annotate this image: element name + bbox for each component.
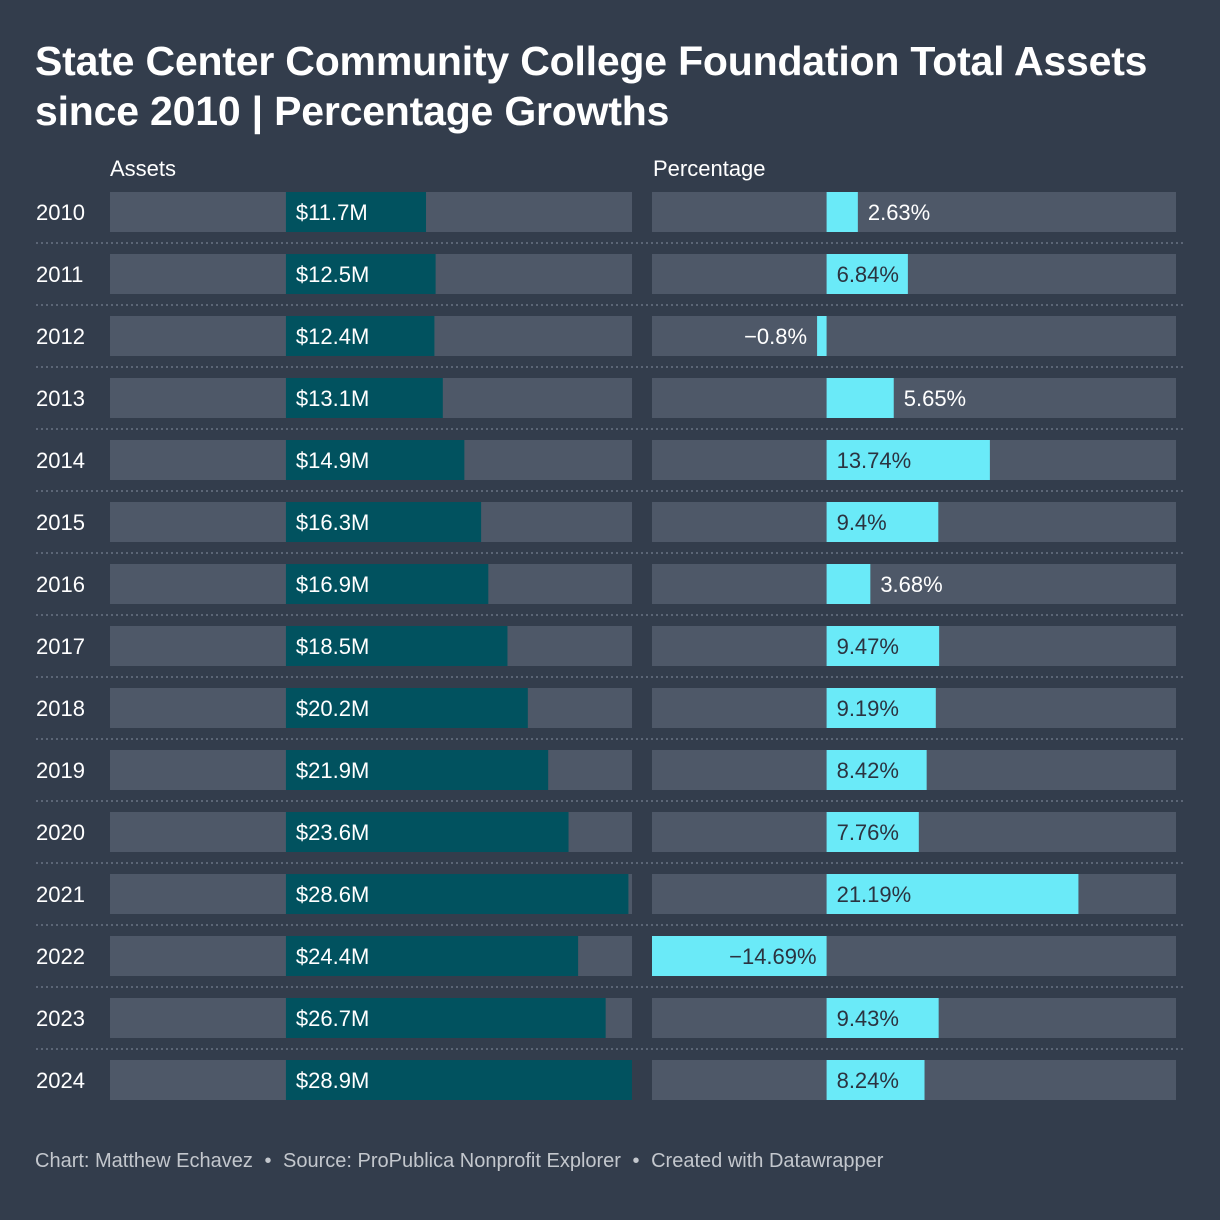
percentage-value-label: 5.65% [904, 386, 966, 411]
year-label: 2018 [36, 696, 85, 721]
assets-value-label: $26.7M [296, 1006, 369, 1031]
assets-bar [285, 626, 508, 666]
year-label: 2023 [36, 1006, 85, 1031]
footer-separator-1: • [264, 1150, 272, 1172]
year-label: 2010 [36, 200, 85, 225]
percentage-value-label: 9.43% [837, 1006, 899, 1031]
assets-bar [285, 812, 569, 852]
percentage-track [652, 254, 1176, 294]
assets-value-label: $16.3M [296, 510, 369, 535]
year-label: 2021 [36, 882, 85, 907]
percentage-value-label: 9.19% [837, 696, 899, 721]
assets-value-label: $16.9M [296, 572, 369, 597]
percentage-bar [826, 688, 936, 728]
year-label: 2024 [36, 1068, 85, 1093]
assets-bar [285, 316, 435, 356]
percentage-value-label: 13.74% [837, 448, 912, 473]
assets-value-label: $14.9M [296, 448, 369, 473]
bar-chart: 2010 $11.7M 2.63% 2011 $12.5M 6.84% 2012 $12.4M… [36, 192, 1184, 1100]
percentage-bar [826, 254, 908, 294]
percentage-bar [826, 502, 939, 542]
year-label: 2020 [36, 820, 85, 845]
year-label: 2022 [36, 944, 85, 969]
chart-footer: Chart: Matthew Echavez • Source: ProPubl… [35, 1150, 883, 1173]
percentage-bar [826, 998, 939, 1038]
assets-value-label: $12.5M [296, 262, 369, 287]
assets-value-label: $13.1M [296, 386, 369, 411]
assets-column-header: Assets [110, 156, 177, 181]
percentage-track [652, 192, 1176, 232]
percentage-value-label: 6.84% [837, 262, 899, 287]
percentage-bar [826, 564, 871, 604]
percentage-bar [826, 874, 1079, 914]
footer-separator-2: • [632, 1150, 640, 1172]
footer-source: Source: ProPublica Nonprofit Explorer [283, 1150, 621, 1172]
percentage-bar [826, 192, 858, 232]
year-label: 2012 [36, 324, 85, 349]
assets-bar [285, 440, 465, 480]
assets-bar [285, 936, 579, 976]
assets-bar [285, 688, 528, 728]
assets-bar [285, 254, 436, 294]
percentage-track [652, 378, 1176, 418]
assets-bar [285, 564, 489, 604]
percentage-value-label: 9.47% [837, 634, 899, 659]
assets-value-label: $21.9M [296, 758, 369, 783]
percentage-track [652, 316, 1176, 356]
assets-value-label: $23.6M [296, 820, 369, 845]
assets-value-label: $11.7M [296, 200, 368, 225]
assets-value-label: $20.2M [296, 696, 369, 721]
percentage-value-label: 9.4% [837, 510, 887, 535]
percentage-track [652, 564, 1176, 604]
assets-bar [285, 378, 443, 418]
assets-bar [285, 874, 629, 914]
percentage-bar [826, 750, 927, 790]
percentage-bar [826, 626, 940, 666]
percentage-value-label: −14.69% [729, 944, 816, 969]
assets-value-label: $28.6M [296, 882, 369, 907]
footer-tool: Created with Datawrapper [651, 1150, 884, 1172]
percentage-bar [826, 378, 894, 418]
percentage-bar [652, 936, 827, 976]
year-label: 2011 [36, 262, 83, 287]
percentage-value-label: −0.8% [744, 324, 807, 349]
percentage-value-label: 8.24% [837, 1068, 899, 1093]
year-label: 2015 [36, 510, 85, 535]
percentage-bar [826, 1060, 925, 1100]
assets-bar [285, 750, 549, 790]
year-label: 2014 [36, 448, 85, 473]
assets-bar [285, 1060, 632, 1100]
percentage-value-label: 2.63% [868, 200, 930, 225]
assets-bar [285, 192, 427, 232]
year-label: 2016 [36, 572, 85, 597]
percentage-value-label: 21.19% [837, 882, 912, 907]
chart-title: State Center Community College Foundatio… [35, 38, 1148, 134]
assets-value-label: $12.4M [296, 324, 369, 349]
footer-credit: Chart: Matthew Echavez [35, 1150, 253, 1172]
percentage-value-label: 7.76% [837, 820, 899, 845]
assets-bar [285, 998, 606, 1038]
year-label: 2013 [36, 386, 85, 411]
year-label: 2019 [36, 758, 85, 783]
percentage-bar [826, 812, 919, 852]
percentage-value-label: 3.68% [880, 572, 942, 597]
year-label: 2017 [36, 634, 85, 659]
percentage-bar [817, 316, 827, 356]
percentage-bar [826, 440, 990, 480]
assets-bar [285, 502, 482, 542]
percentage-column-header: Percentage [653, 156, 766, 181]
assets-value-label: $18.5M [296, 634, 369, 659]
assets-value-label: $28.9M [296, 1068, 369, 1093]
percentage-value-label: 8.42% [837, 758, 899, 783]
assets-value-label: $24.4M [296, 944, 369, 969]
